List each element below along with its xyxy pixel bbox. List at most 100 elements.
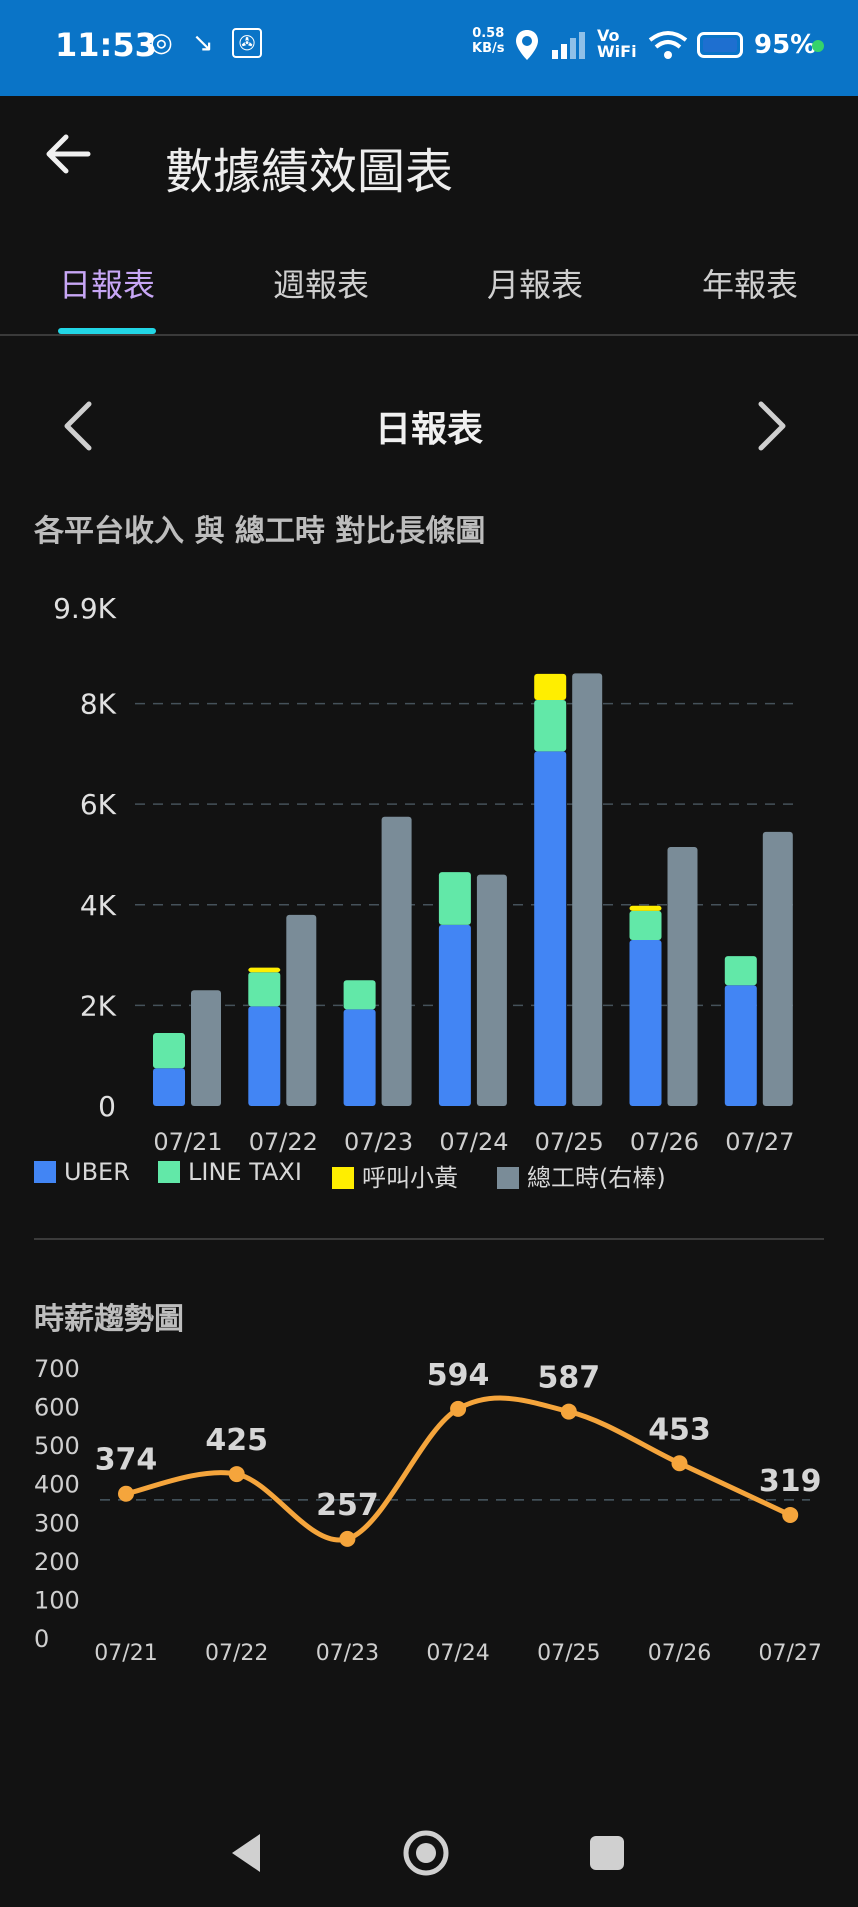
x-tick-label: 07/26	[630, 1128, 699, 1156]
y-tick-label: 600	[34, 1394, 80, 1422]
bar-hours	[476, 874, 507, 1106]
bar-line-taxi	[534, 700, 567, 752]
y-tick-label: 6K	[80, 788, 117, 821]
data-point	[560, 1403, 577, 1420]
legend-swatch-hours	[497, 1167, 519, 1189]
vowifi-line2: WiFi	[597, 42, 637, 61]
hourly-wage-line-chart: 0 100 200 300 400 500 600 700 374 07/21 425 07/22 25…	[34, 1355, 822, 1666]
y-tick-label: 8K	[80, 688, 117, 721]
bar-line-taxi	[248, 972, 281, 1007]
data-label: 374	[95, 1443, 158, 1478]
x-tick-label: 07/23	[316, 1641, 379, 1666]
chrome-icon: ◎	[150, 28, 173, 58]
next-period-chevron-icon[interactable]	[745, 398, 795, 454]
bar-yellow-cab	[534, 673, 567, 701]
bar-line-taxi	[629, 910, 662, 940]
x-tick-label: 07/22	[249, 1128, 318, 1156]
y-tick-label: 400	[34, 1471, 80, 1499]
bar-hours	[191, 990, 221, 1106]
bar-hours	[762, 831, 793, 1106]
app-bar: 數據績效圖表	[0, 96, 858, 236]
legend-swatch-line-taxi	[158, 1161, 180, 1183]
data-point	[782, 1506, 799, 1523]
data-point	[671, 1455, 688, 1472]
x-tick-label: 07/22	[205, 1641, 268, 1666]
bar-line-taxi	[724, 956, 757, 986]
page-title: 數據績效圖表	[165, 144, 454, 200]
bar-uber	[248, 1006, 281, 1106]
bar-yellow-cab	[248, 967, 281, 973]
bar-hours	[572, 673, 603, 1106]
x-tick-label: 07/21	[153, 1128, 222, 1156]
bar-hours	[667, 846, 698, 1106]
back-arrow-icon[interactable]	[40, 126, 96, 182]
status-time: 11:53	[55, 26, 157, 64]
data-label: 587	[537, 1361, 600, 1396]
x-tick-label: 07/27	[725, 1128, 794, 1156]
legend-item-uber: UBER	[34, 1158, 130, 1186]
legend-swatch-yellow-cab	[332, 1167, 354, 1189]
x-tick-label: 07/26	[648, 1641, 711, 1666]
y-tick-label: 500	[34, 1432, 80, 1460]
tab-daily[interactable]: 日報表	[58, 266, 155, 304]
bar-uber	[534, 751, 567, 1106]
bar-hours	[381, 816, 412, 1106]
report-tabs: 日報表 週報表 月報表 年報表	[0, 236, 858, 336]
data-label: 425	[205, 1423, 268, 1458]
legend-label-line-taxi: LINE TAXI	[188, 1158, 302, 1186]
x-tick-label: 07/24	[426, 1641, 489, 1666]
y-tick-label: 300	[34, 1509, 80, 1537]
data-label: 257	[316, 1488, 379, 1523]
y-tick-label: 200	[34, 1548, 80, 1576]
system-navigation-bar	[0, 1800, 858, 1907]
bar-yellow-cab	[629, 905, 662, 911]
y-tick-label: 4K	[80, 889, 117, 922]
app-notification-icon: ✇	[232, 28, 262, 58]
legend-swatch-uber	[34, 1161, 56, 1183]
y-tick-label: 9.9K	[53, 592, 117, 625]
data-label: 319	[759, 1464, 822, 1499]
location-icon	[516, 30, 538, 60]
bar-line-taxi	[153, 1033, 185, 1069]
y-tick-label: 700	[34, 1355, 80, 1383]
system-back-icon[interactable]	[222, 1828, 272, 1878]
previous-period-chevron-icon[interactable]	[55, 398, 105, 454]
x-tick-label: 07/21	[94, 1641, 157, 1666]
tab-weekly[interactable]: 週報表	[272, 266, 369, 304]
status-bar: 11:53 ◎ ↘ ✇ 0.58 KB/s Vo WiFi 95%	[0, 0, 858, 96]
network-speed-unit: KB/s	[472, 41, 505, 56]
active-tab-indicator	[58, 328, 156, 334]
legend-item-yellow-cab: 呼叫小黃	[332, 1158, 458, 1193]
x-tick-label: 07/25	[537, 1641, 600, 1666]
x-tick-label: 07/27	[758, 1641, 821, 1666]
line-chart-title: 時薪趨勢圖	[34, 1302, 184, 1337]
bar-line-taxi	[343, 980, 376, 1010]
bar-uber	[629, 940, 662, 1106]
system-recents-icon[interactable]	[582, 1828, 632, 1878]
period-title: 日報表	[374, 409, 483, 450]
network-speed-value: 0.58	[472, 26, 505, 41]
x-tick-label: 07/25	[535, 1128, 604, 1156]
bar-hours	[286, 914, 317, 1106]
x-tick-label: 07/23	[344, 1128, 413, 1156]
tab-monthly[interactable]: 月報表	[486, 266, 583, 304]
bar-uber	[438, 924, 471, 1106]
legend-item-line-taxi: LINE TAXI	[158, 1158, 302, 1186]
system-home-icon[interactable]	[401, 1828, 451, 1878]
battery-level: 95%	[754, 30, 817, 60]
income-hours-bar-chart: 0 2K 4K 6K 8K 9.9K 07/21 07/22 07/23 07/24 07/25 07…	[53, 592, 800, 1156]
vowifi-line1: Vo	[597, 26, 620, 45]
data-point	[450, 1400, 467, 1417]
network-speed: 0.58 KB/s	[472, 26, 504, 56]
battery-icon	[697, 32, 743, 58]
data-point	[339, 1530, 356, 1547]
legend-label-uber: UBER	[64, 1158, 130, 1186]
y-tick-label: 0	[98, 1090, 116, 1123]
legend-label-hours: 總工時(右棒)	[527, 1164, 666, 1192]
y-tick-label: 2K	[80, 989, 117, 1022]
bar-uber	[343, 1009, 376, 1106]
wifi-icon	[648, 31, 688, 59]
signal-icon	[552, 32, 585, 59]
y-tick-label: 0	[34, 1625, 49, 1653]
tab-yearly[interactable]: 年報表	[701, 266, 798, 304]
